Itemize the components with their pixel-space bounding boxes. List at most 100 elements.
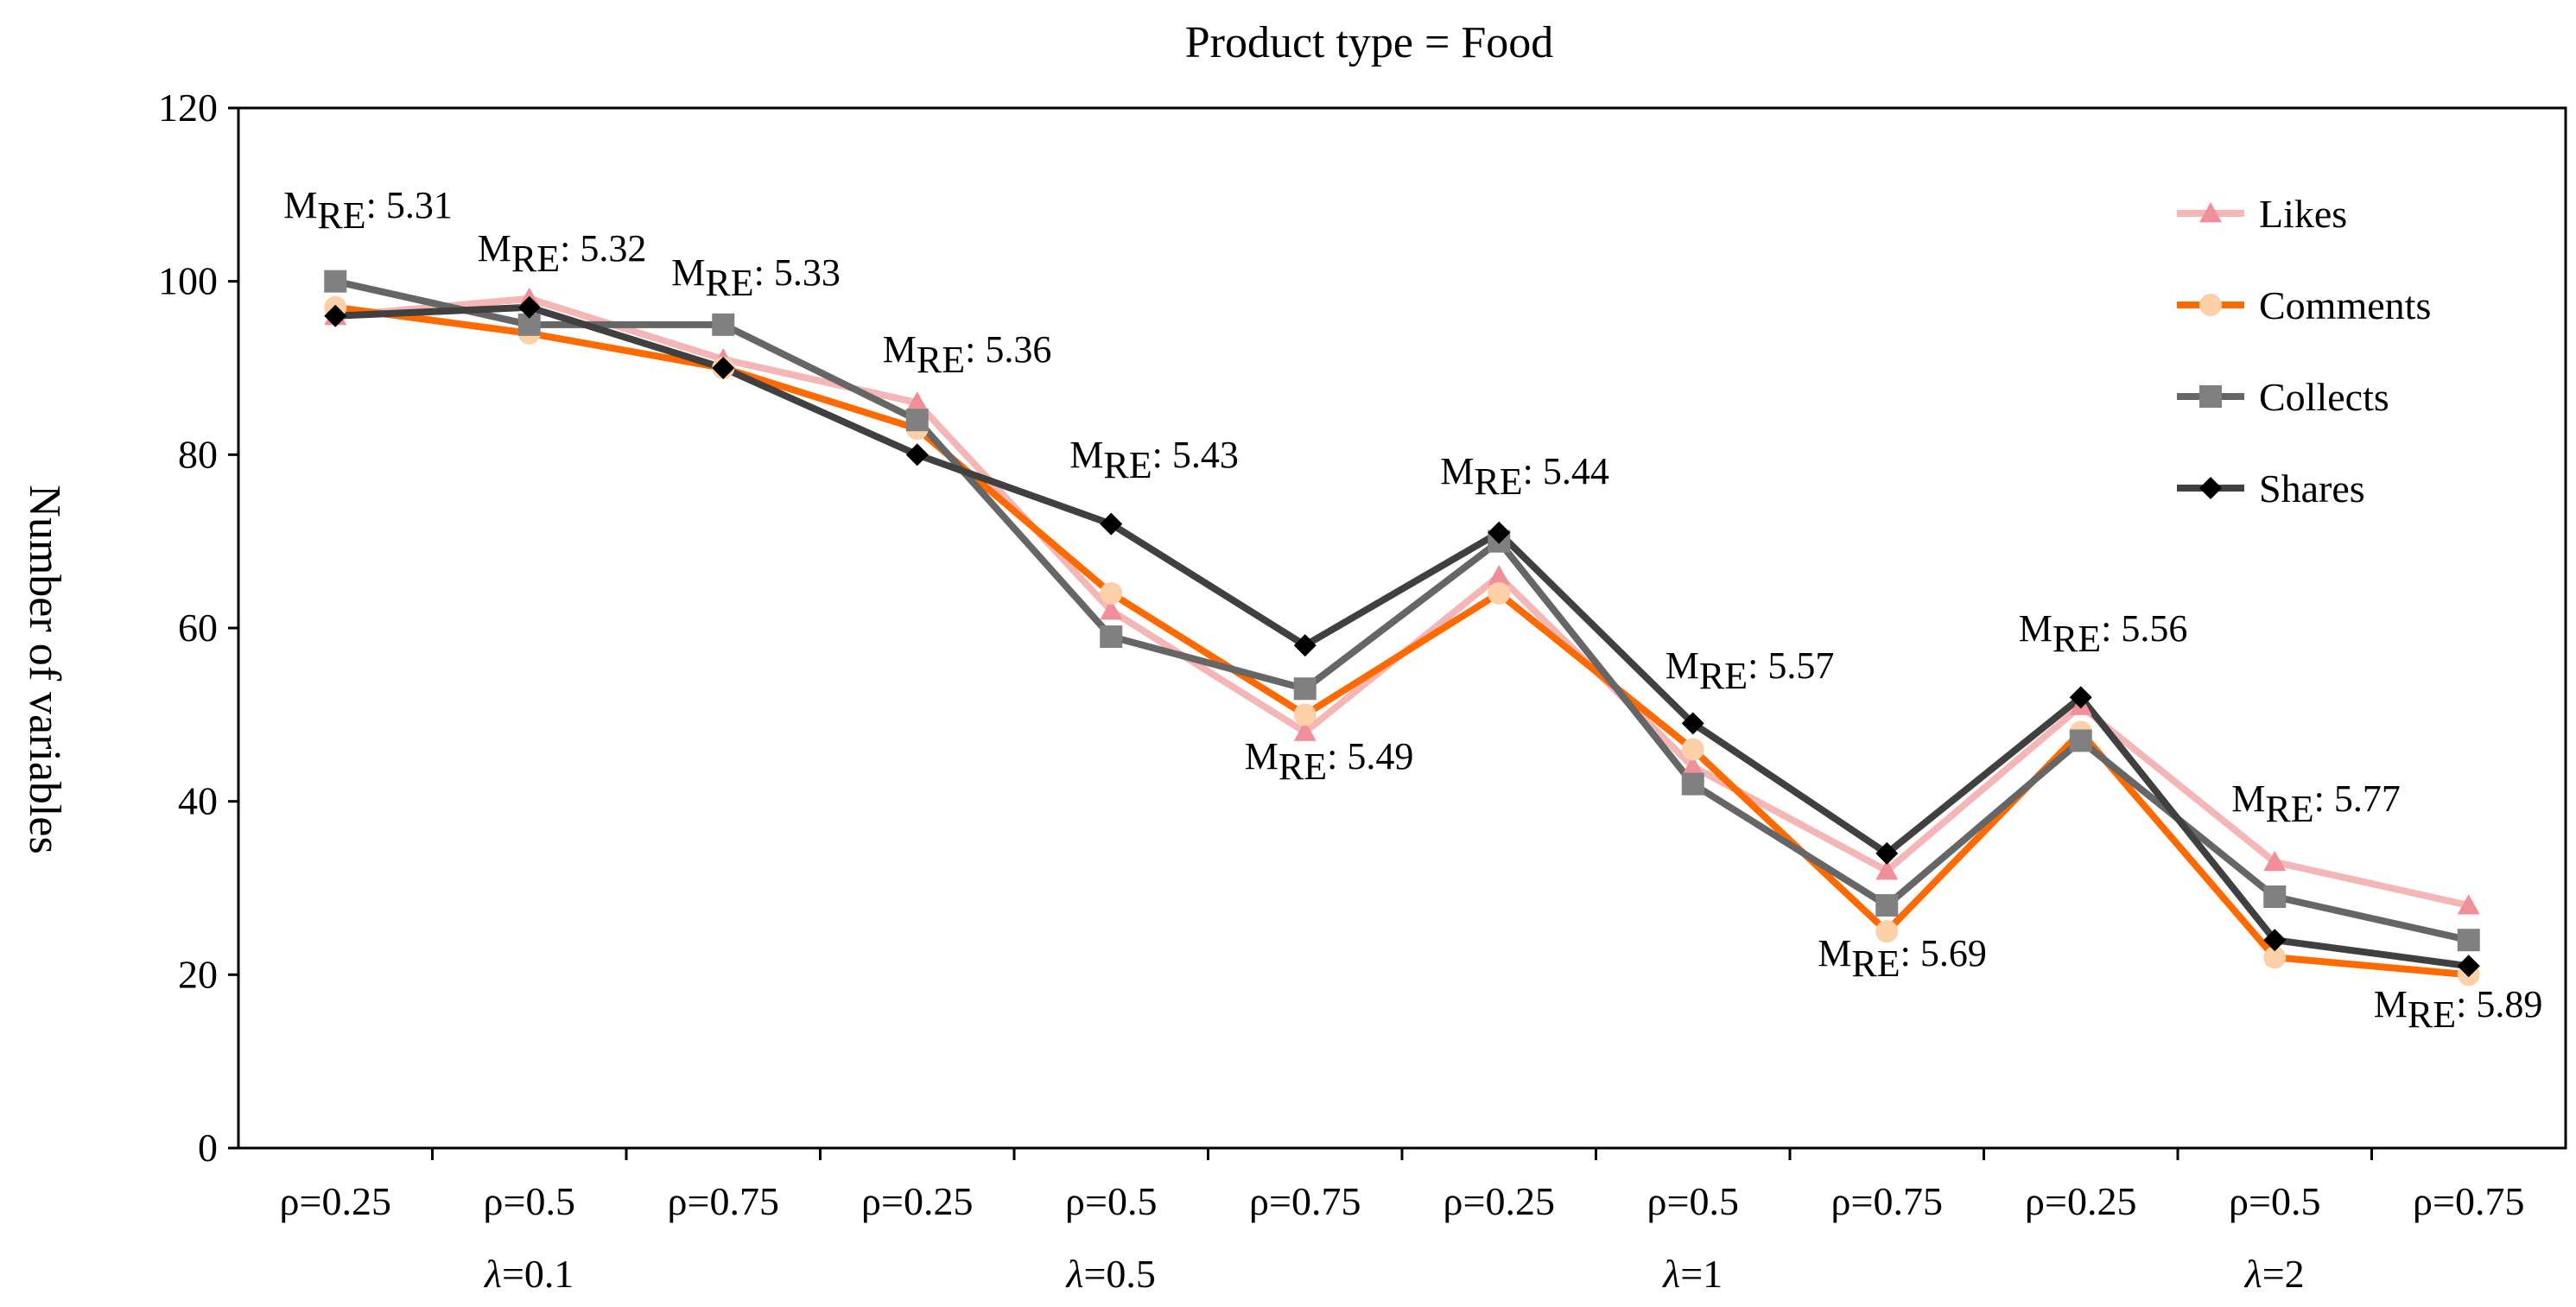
mre-subscript: RE <box>1851 942 1900 985</box>
x-group-symbol: λ <box>1661 1252 1680 1296</box>
legend-marker-comments <box>2199 294 2222 316</box>
mre-value: : 5.77 <box>2314 777 2401 820</box>
mre-value: : 5.43 <box>1152 434 1239 476</box>
mre-subscript: RE <box>705 262 753 304</box>
mre-subscript: RE <box>1699 655 1748 697</box>
point-shares <box>1293 634 1317 657</box>
legend-label-collects: Collects <box>2259 375 2389 419</box>
x-group-label: λ=0.5 <box>1065 1252 1156 1296</box>
x-group-value: =2 <box>2262 1252 2305 1296</box>
point-shares <box>1875 841 1899 865</box>
point-collects <box>2263 885 2287 909</box>
point-likes <box>905 391 929 412</box>
mre-value: : 5.36 <box>965 328 1051 371</box>
series-line-shares <box>335 303 2470 970</box>
y-tick-label: 100 <box>158 259 218 303</box>
point-shares <box>1681 712 1704 735</box>
point-likes <box>1293 720 1317 741</box>
point-comments <box>2263 946 2287 969</box>
point-collects <box>712 313 735 336</box>
x-group-value: =1 <box>1680 1252 1723 1296</box>
x-tick-label: ρ=0.75 <box>2413 1179 2524 1223</box>
point-comments <box>1875 920 1899 943</box>
mre-main: M <box>1069 434 1103 476</box>
chart-title: Product type = Food <box>1185 18 1554 67</box>
mre-main: M <box>1440 450 1474 492</box>
x-group-value: =0.5 <box>1083 1252 1155 1296</box>
mre-annotation: MRE: 5.49 <box>1245 735 1414 788</box>
mre-main: M <box>283 184 317 226</box>
y-tick-label: 60 <box>178 606 218 650</box>
x-tick-label: ρ=0.25 <box>280 1179 391 1223</box>
mre-main: M <box>2019 607 2053 650</box>
y-tick-label: 20 <box>178 952 218 996</box>
mre-subscript: RE <box>317 194 365 237</box>
point-collects <box>2069 729 2092 752</box>
point-collects <box>2457 929 2480 952</box>
point-shares <box>517 295 541 319</box>
point-comments <box>1681 738 1704 761</box>
mre-subscript: RE <box>1103 444 1152 486</box>
point-collects <box>905 409 929 432</box>
point-comments <box>1100 581 1123 605</box>
y-tick-label: 80 <box>178 432 218 476</box>
point-collects <box>1100 625 1123 649</box>
series-markers <box>324 270 2480 987</box>
mre-value: : 5.56 <box>2101 607 2187 650</box>
mre-subscript: RE <box>2408 993 2456 1036</box>
x-tick-label: ρ=0.75 <box>1831 1179 1943 1223</box>
mre-annotation: MRE: 5.44 <box>1440 450 1609 503</box>
point-shares <box>905 443 929 466</box>
point-shares <box>1100 512 1123 536</box>
point-comments <box>1293 703 1317 726</box>
x-group-symbol: λ <box>483 1252 502 1296</box>
point-likes <box>1100 599 1123 620</box>
point-likes <box>2263 850 2287 872</box>
legend-label-likes: Likes <box>2259 192 2347 236</box>
x-tick-label: ρ=0.5 <box>1065 1179 1157 1223</box>
series-lines <box>334 277 2470 979</box>
y-axis: 0 20 40 60 80 100 120 <box>158 86 238 1170</box>
mre-main: M <box>2374 983 2408 1025</box>
mre-main: M <box>1245 735 1278 777</box>
point-collects <box>1293 677 1317 701</box>
point-shares <box>2263 929 2287 952</box>
mre-subscript: RE <box>2265 788 2313 830</box>
y-axis-label: Number of variables <box>20 485 69 853</box>
point-shares <box>2457 955 2480 978</box>
mre-value: : 5.57 <box>1748 644 1834 687</box>
point-likes <box>1488 564 1511 586</box>
x-tick-label: ρ=0.25 <box>861 1179 973 1223</box>
mre-annotation: MRE: 5.36 <box>883 328 1052 381</box>
point-shares <box>324 304 347 327</box>
legend-marker-shares <box>2199 477 2222 499</box>
mre-value: : 5.33 <box>754 251 841 294</box>
x-group-label: λ=0.1 <box>483 1252 574 1296</box>
point-likes <box>2457 894 2480 915</box>
mre-subscript: RE <box>2053 618 2101 660</box>
mre-value: : 5.44 <box>1523 450 1609 492</box>
mre-annotation: MRE: 5.69 <box>1818 932 1987 985</box>
mre-main: M <box>2231 777 2265 820</box>
point-shares <box>712 357 735 379</box>
legend-marker-collects <box>2199 385 2222 408</box>
mre-main: M <box>1666 644 1699 687</box>
y-tick-label: 0 <box>198 1126 218 1170</box>
legend-marker-likes <box>2199 202 2222 223</box>
mre-subscript: RE <box>1278 745 1327 788</box>
mre-annotation: MRE: 5.43 <box>1069 434 1239 486</box>
mre-subscript: RE <box>1474 460 1522 503</box>
mre-main: M <box>1818 932 1851 974</box>
mre-subscript: RE <box>511 238 560 280</box>
mre-annotation: MRE: 5.56 <box>2019 607 2188 660</box>
x-group-value: =0.1 <box>502 1252 574 1296</box>
mre-annotation: MRE: 5.32 <box>478 227 647 280</box>
mre-annotation: MRE: 5.89 <box>2374 983 2543 1036</box>
point-likes <box>1681 755 1704 776</box>
mre-value: : 5.69 <box>1900 932 1987 974</box>
point-collects <box>1875 894 1899 917</box>
mre-main: M <box>478 227 511 270</box>
x-axis: ρ=0.25 ρ=0.5 ρ=0.75 ρ=0.25 ρ=0.5 ρ=0.75 ρ=0.25… <box>280 1148 2524 1296</box>
